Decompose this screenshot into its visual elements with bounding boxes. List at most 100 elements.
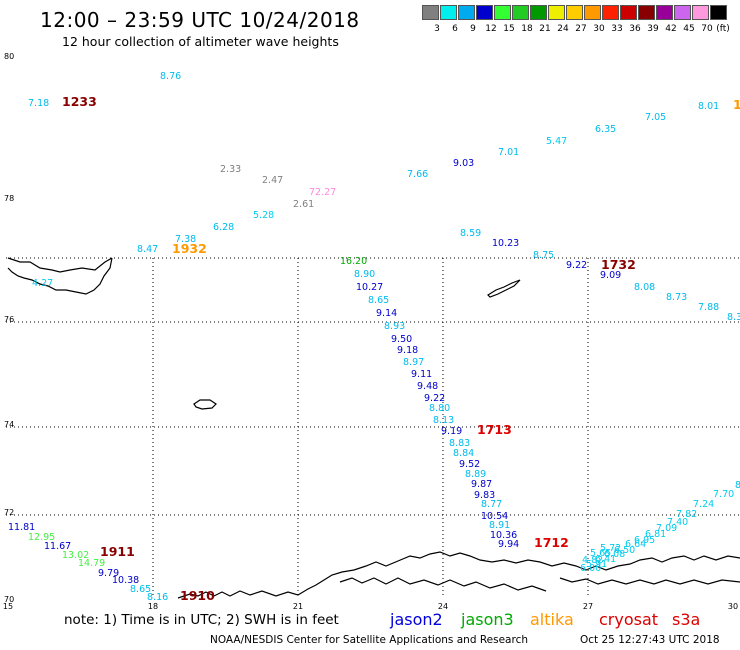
legend-swatch	[638, 5, 655, 20]
satellite-name: jason3	[461, 610, 514, 629]
credit-line: NOAA/NESDIS Center for Satellite Applica…	[210, 634, 528, 646]
wave-height-label: 8.13	[433, 415, 454, 426]
wave-height-label: 6.81	[645, 529, 666, 540]
wave-height-label: 5.47	[546, 136, 567, 147]
wave-height-label: 8.76	[160, 71, 181, 82]
wave-height-label: 8.90	[354, 269, 375, 280]
wave-height-label: 8.59	[460, 228, 481, 239]
wave-height-label: 10.36	[490, 530, 517, 541]
wave-height-label: 6.64	[625, 539, 646, 550]
legend-swatch	[620, 5, 637, 20]
wave-height-label: 9.18	[397, 345, 418, 356]
longitude-label: 30	[728, 602, 738, 611]
satellite-name: s3a	[672, 610, 701, 629]
wave-height-label: 8.77	[481, 499, 502, 510]
legend-label: 36	[629, 24, 641, 34]
wave-height-label: 7.01	[498, 147, 519, 158]
legend-swatch	[458, 5, 475, 20]
legend-label: 27	[575, 24, 587, 34]
wave-height-label: 5.65	[590, 548, 611, 559]
latitude-label: 72	[4, 508, 14, 517]
longitude-label: 27	[583, 602, 593, 611]
wave-height-label: 4.27	[32, 278, 53, 289]
wave-height-label: 10.27	[356, 282, 383, 293]
wave-height-label: 8.80	[429, 403, 450, 414]
wave-height-label: 9.87	[471, 479, 492, 490]
track-time-label: 1712	[534, 535, 569, 550]
wave-height-label: 14.79	[78, 558, 105, 569]
map-subtitle: 12 hour collection of altimeter wave hei…	[62, 34, 339, 49]
wave-height-label: 9.22	[566, 260, 587, 271]
satellite-name: altika	[530, 610, 574, 629]
wave-height-label: 7.24	[693, 499, 714, 510]
wave-height-label: 13.02	[62, 550, 89, 561]
wave-height-label: 6.00	[580, 563, 601, 574]
wave-height-label: 4.82	[582, 555, 603, 566]
wave-height-label: 7.66	[407, 169, 428, 180]
latitude-label: 76	[4, 315, 14, 324]
latitude-label: 80	[4, 52, 14, 61]
legend-label: 30	[593, 24, 605, 34]
legend-label: 24	[557, 24, 569, 34]
wave-height-label: 8.84	[453, 448, 474, 459]
map-title: 12:00 – 23:59 UTC 10/24/2018	[40, 8, 360, 32]
wave-height-label: 8.01	[698, 101, 719, 112]
wave-height-label: 9.11	[411, 369, 432, 380]
legend-label: 39	[647, 24, 659, 34]
wave-height-label: 9.22	[424, 393, 445, 404]
wave-height-label: 9.48	[417, 381, 438, 392]
wave-height-label: 6.95	[634, 535, 655, 546]
legend-label: 70	[701, 24, 713, 34]
wave-height-label: 8.89	[465, 469, 486, 480]
legend-swatch	[476, 5, 493, 20]
wave-height-label: 10.23	[492, 238, 519, 249]
satellite-name: jason2	[390, 610, 443, 629]
legend-label: 6	[452, 24, 458, 34]
wave-height-label: 9.50	[391, 334, 412, 345]
wave-height-label: 7.09	[656, 523, 677, 534]
wave-height-label: 9.19	[441, 426, 462, 437]
wave-height-label: 8.08	[634, 282, 655, 293]
latitude-label: 70	[4, 595, 14, 604]
wave-height-label: 16.20	[340, 256, 367, 267]
wave-height-label: 8.91	[489, 520, 510, 531]
legend-swatch	[512, 5, 529, 20]
track-time-label: 1233	[62, 94, 97, 109]
legend-swatch	[548, 5, 565, 20]
legend-swatch	[494, 5, 511, 20]
wave-height-label: 7.40	[667, 517, 688, 528]
track-time-label: 1932	[172, 241, 207, 256]
wave-height-label: 6.50	[614, 545, 635, 556]
legend-label: 12	[485, 24, 497, 34]
wave-height-label: 2.33	[220, 164, 241, 175]
wave-height-label: 5.72	[600, 543, 621, 554]
wave-height-label: 8.65	[368, 295, 389, 306]
wave-height-label: 7.88	[698, 302, 719, 313]
wave-height-label: 2.61	[293, 199, 314, 210]
wave-height-label: 8.93	[384, 321, 405, 332]
longitude-labels: 15 18 21 24 27 30	[3, 602, 738, 611]
wave-height-label: 9.03	[453, 158, 474, 169]
wave-height-label: 11.81	[8, 522, 35, 533]
legend-label: 18	[521, 24, 533, 34]
latitude-label: 78	[4, 194, 14, 203]
track-time-label: 1732	[601, 257, 636, 272]
lat-lon-grid	[6, 257, 740, 598]
wave-height-label: 6.28	[213, 222, 234, 233]
wave-height-label: 7.70	[713, 489, 734, 500]
coastline	[7, 257, 740, 599]
wave-height-label: 11.67	[44, 541, 71, 552]
generation-timestamp: Oct 25 12:27:43 UTC 2018	[580, 634, 720, 646]
track-time-labels: 1233 1932 1732 1713 1712 1911 1910 1	[62, 94, 740, 603]
wave-height-label: 10.38	[112, 575, 139, 586]
legend-swatch	[584, 5, 601, 20]
track-time-label: 1	[733, 97, 740, 112]
wave-height-label: 8.47	[137, 244, 158, 255]
wave-height-label: 5.28	[253, 210, 274, 221]
track-time-label: 1713	[477, 422, 512, 437]
legend-swatch	[674, 5, 691, 20]
latitude-labels: 80 78 76 74 72 70	[4, 52, 14, 604]
wave-height-label: 8.83	[449, 438, 470, 449]
